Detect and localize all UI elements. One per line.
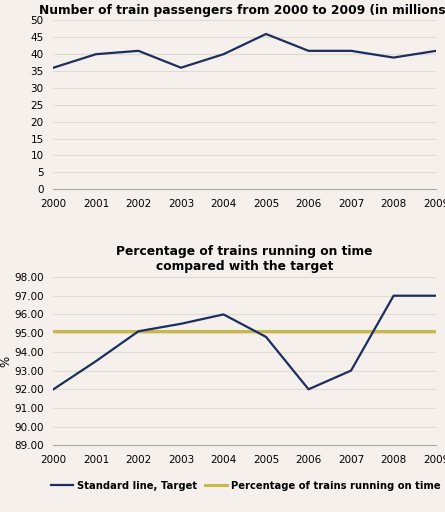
Legend: Standard line, Target, Percentage of trains running on time: Standard line, Target, Percentage of tra… xyxy=(51,481,441,491)
Title: Percentage of trains running on time
compared with the target: Percentage of trains running on time com… xyxy=(117,245,373,273)
Title: Number of train passengers from 2000 to 2009 (in millions): Number of train passengers from 2000 to … xyxy=(39,4,445,16)
Y-axis label: %: % xyxy=(0,355,12,367)
